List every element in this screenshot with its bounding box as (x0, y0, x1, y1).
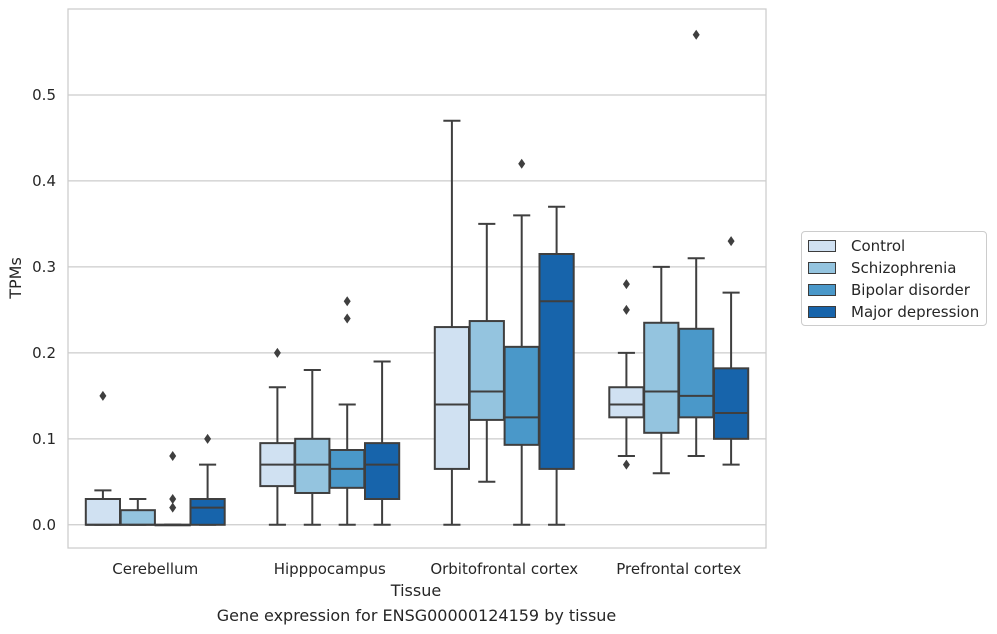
legend-swatch-major-depression (808, 306, 836, 318)
box-control (259, 347, 296, 526)
legend-swatch-schizophrenia (808, 262, 836, 274)
legend-label-major-depression: Major depression (851, 303, 980, 321)
box-control (84, 390, 122, 526)
figure-caption: Gene expression for ENSG00000124159 by t… (216, 606, 617, 625)
outlier-point (169, 502, 177, 513)
iqr-box (84, 498, 122, 526)
outlier-point (622, 459, 630, 470)
iqr-box (119, 509, 156, 526)
legend-item-schizophrenia: Schizophrenia (808, 258, 956, 278)
legend-label-bipolar-disorder: Bipolar disorder (851, 281, 970, 299)
outlier-point (343, 296, 351, 307)
x-axis-title: Tissue (390, 581, 441, 600)
outlier-point (518, 158, 526, 169)
legend-label-schizophrenia: Schizophrenia (851, 259, 957, 277)
outlier-point (727, 236, 735, 247)
iqr-box (678, 327, 715, 419)
outlier-point (622, 279, 630, 290)
box-bipolar-disorder (154, 451, 191, 527)
outlier-point (622, 304, 630, 315)
box-major-depression (712, 236, 750, 466)
outlier-point (273, 347, 281, 358)
box-control (433, 119, 471, 526)
x-tick-label: Orbitofrontal cortex (430, 560, 578, 578)
box-major-depression (189, 433, 226, 526)
outlier-point (99, 390, 107, 401)
outlier-point (169, 451, 177, 462)
outlier-point (692, 29, 700, 40)
iqr-box (503, 345, 540, 446)
x-tick-label: Prefrontal cortex (616, 560, 741, 578)
legend: Control Schizophrenia Bipolar disorder M… (801, 231, 987, 326)
iqr-box (712, 367, 750, 440)
legend-swatch-bipolar-disorder (808, 284, 836, 296)
iqr-box (468, 320, 505, 421)
box-schizophrenia (468, 222, 505, 483)
x-tick-labels: Cerebellum Hipppocampus Orbitofrontal cort… (112, 560, 741, 578)
legend-label-control: Control (851, 237, 906, 255)
y-tick-label: 0.1 (32, 430, 56, 448)
legend-item-control: Control (808, 236, 905, 256)
box-bipolar-disorder (678, 29, 715, 458)
box-schizophrenia (119, 498, 156, 526)
iqr-box (363, 442, 401, 500)
box-major-depression (538, 205, 575, 526)
iqr-box (643, 321, 680, 434)
x-tick-label: Cerebellum (112, 560, 198, 578)
y-axis-title: TPMs (6, 257, 25, 300)
legend-swatch-control (808, 240, 836, 252)
iqr-box (608, 386, 645, 419)
y-tick-label: 0.5 (32, 86, 56, 104)
iqr-box (538, 253, 575, 470)
y-tick-label: 0.4 (32, 172, 56, 190)
iqr-box (189, 498, 226, 526)
iqr-box (433, 326, 471, 470)
box-control (608, 279, 645, 470)
y-tick-label: 0.0 (32, 516, 56, 534)
box-schizophrenia (643, 265, 680, 475)
y-tick-label: 0.2 (32, 344, 56, 362)
y-tick-label: 0.3 (32, 258, 56, 276)
box-major-depression (363, 360, 401, 526)
box-bipolar-disorder (329, 296, 366, 526)
box-bipolar-disorder (503, 158, 540, 526)
legend-item-bipolar-disorder: Bipolar disorder (808, 280, 970, 300)
outlier-point (343, 313, 351, 324)
legend-item-major-depression: Major depression (808, 302, 979, 322)
box-plots (84, 29, 750, 527)
outlier-point (204, 433, 212, 444)
outlier-point (169, 494, 177, 504)
iqr-box (294, 437, 331, 494)
box-schizophrenia (294, 369, 331, 526)
grid-lines (68, 94, 766, 526)
plot-frame (67, 8, 767, 549)
y-tick-labels: 0.0 0.1 0.2 0.3 0.4 0.5 (32, 86, 56, 534)
x-tick-label: Hipppocampus (274, 560, 386, 578)
